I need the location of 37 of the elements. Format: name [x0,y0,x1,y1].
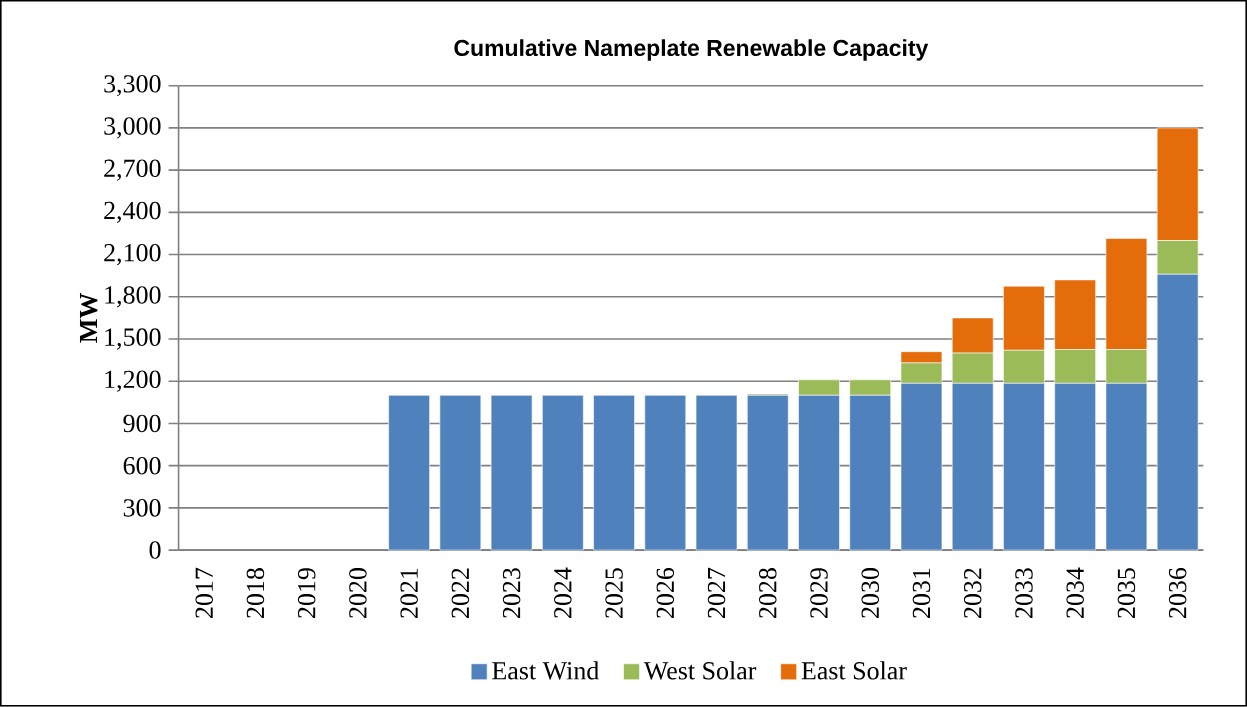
x-tick-label: 2036 [1168,568,1187,619]
x-tick-label: 2026 [656,568,675,619]
x-tick-label: 2027 [707,568,726,619]
chart-title: Cumulative Nameplate Renewable Capacity [454,39,929,61]
y-tick-label: 1,200 [105,370,161,393]
y-tick-label: 300 [123,499,161,517]
x-tick-label: 2022 [451,568,470,619]
legend-label: East Wind [492,661,599,680]
x-tick-label: 2023 [502,568,521,619]
y-tick-label: 2,100 [104,244,161,266]
x-tick-label: 2025 [605,568,623,619]
x-tick-label: 2024 [554,567,572,619]
y-tick-label: 1,500 [105,328,161,350]
x-tick-label: 2035 [1117,568,1136,619]
legend-label: East Solar [801,661,907,680]
y-tick-label: 3,300 [104,75,161,97]
y-tick-label: 1,800 [105,286,161,308]
legend-label: West Solar [643,661,757,680]
y-axis-title: MW [79,293,98,343]
y-tick-label: 900 [123,414,161,433]
x-tick-label: 2034 [1066,567,1084,619]
x-tick-label: 2033 [1015,568,1033,619]
y-tick-label: 2,400 [104,201,161,224]
y-tick-label: 600 [123,457,161,475]
x-tick-label: 2021 [400,568,418,619]
x-tick-label: 2031 [912,568,931,619]
x-tick-label: 2019 [297,568,316,619]
x-tick-label: 2017 [195,568,213,619]
y-tick-label: 3,000 [104,117,161,139]
x-tick-label: 2032 [963,568,982,619]
x-tick-label: 2018 [246,568,265,619]
x-tick-label: 2029 [810,568,828,619]
x-tick-label: 2030 [861,568,879,619]
x-tick-label: 2020 [349,568,367,619]
x-tick-label: 2028 [759,568,777,619]
y-tick-label: 0 [149,541,161,559]
y-tick-label: 2,700 [104,159,161,181]
